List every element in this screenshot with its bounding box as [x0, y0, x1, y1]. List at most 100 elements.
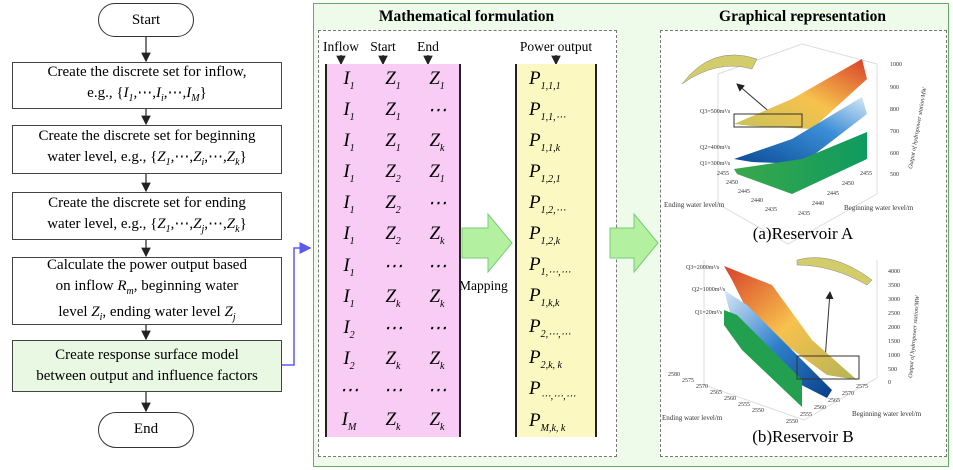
power-symbol: P2,⋯,⋯ — [529, 316, 571, 340]
subscript: k — [440, 298, 445, 310]
subscript: 1 — [349, 205, 355, 217]
q2-label-a: Q2=400m³/s — [700, 145, 731, 151]
text: Create the discrete set for ending — [48, 194, 246, 211]
variable: I — [123, 85, 129, 101]
variable: Z — [429, 223, 441, 245]
power-vector: P1,1,1 P1,1,⋯ P1,1,k P1,2,1 P1,2,⋯ P1,2,k P1,⋯… — [515, 64, 597, 437]
variable: Z — [385, 192, 396, 214]
power-cell: P1,1,⋯ — [529, 99, 595, 123]
variable: I — [343, 98, 350, 120]
power-cell: P⋯,⋯,⋯ — [529, 378, 595, 402]
variable: ⋯ — [339, 380, 359, 402]
end-terminal: End — [98, 412, 194, 448]
tick-label: 2560 — [814, 405, 826, 411]
subscript: 1 — [349, 142, 355, 154]
variable: ⋯ — [383, 255, 403, 277]
text: ,⋯, — [204, 149, 227, 165]
matrix-cell: ⋯ — [327, 379, 371, 402]
matrix-row: I1 Z2 Z1 — [327, 161, 459, 185]
text: ,⋯, — [133, 85, 157, 101]
text: ,⋯, — [170, 215, 194, 232]
power-cell: P1,k,k — [529, 285, 595, 309]
matrix-cell: ⋯ — [415, 192, 459, 216]
subscript: k — [396, 298, 401, 310]
subscript: 1,1,⋯ — [540, 111, 566, 123]
subscript: 2 — [349, 329, 355, 341]
tick-label: 2550 — [752, 408, 764, 414]
variable: P — [529, 316, 541, 338]
caption-b: (b)Reservoir B — [752, 427, 854, 446]
power-symbol: P1,⋯,⋯ — [529, 254, 571, 278]
flow-line: level Zi, ending water level Zj — [13, 302, 281, 328]
text: Create response surface model — [55, 347, 239, 363]
subscript: i — [99, 311, 103, 323]
matrix-cell: IM — [327, 409, 371, 433]
matrix-cell: Zk — [415, 348, 459, 372]
matrix-row: I1 Zk Zk — [327, 286, 459, 310]
flow-line: Calculate the power output based — [13, 255, 281, 276]
mapping-label: Mapping — [459, 278, 508, 293]
subscript: k — [235, 223, 240, 235]
zlabel-a: Output of hydropower station/MW — [907, 86, 928, 170]
tick-label: 2570 — [696, 384, 708, 390]
power-cell: P1,⋯,⋯ — [529, 254, 595, 278]
flow-line: Create response surface model — [13, 345, 281, 366]
math-symbol: Zk — [227, 216, 240, 235]
text: } — [239, 149, 247, 165]
variable: I — [343, 316, 350, 338]
tick-label: 2555 — [800, 412, 812, 418]
matrix-cell: ⋯ — [415, 379, 459, 402]
matrix-cell: I2 — [327, 317, 371, 341]
matrix-cell: I1 — [327, 223, 371, 247]
matrix-row: I2 ⋯ ⋯ — [327, 317, 459, 341]
subscript: M,k, k — [540, 422, 566, 434]
subscript: 1 — [349, 298, 355, 310]
tick-label: 600 — [890, 151, 899, 157]
variable: Z — [385, 161, 396, 183]
col-header-end: End — [417, 39, 439, 54]
subscript: 1 — [165, 157, 171, 168]
matrix-cell: Zk — [415, 130, 459, 154]
subscript: k — [440, 142, 445, 154]
matrix-row: ⋯ ⋯ ⋯ — [327, 379, 459, 402]
flow-line: Create the discrete set for inflow, — [13, 62, 281, 83]
q1-label-b: Q1=20m³/s — [695, 310, 723, 316]
surface-q3-b — [724, 266, 857, 380]
inset-surface-b — [796, 257, 873, 286]
variable: I — [343, 347, 350, 369]
matrix-cell: I1 — [327, 161, 371, 185]
power-cell: P1,2,1 — [529, 161, 595, 185]
variable: I — [186, 85, 192, 101]
matrix-cell: Z1 — [415, 161, 459, 185]
flow-line: water level, e.g., {Z1,⋯,Zj,⋯,Zk} — [13, 214, 281, 240]
matrix-cell: ⋯ — [415, 255, 459, 279]
matrix-cell: I1 — [327, 286, 371, 310]
subscript: 1 — [165, 223, 171, 235]
math-symbol: IM — [186, 85, 199, 104]
variable: I — [343, 192, 350, 214]
input-matrix: I1 Z1 Z1 I1 Z1 ⋯ I1 Z1 Zk I1 Z2 Z1 I1 Z2 ⋯ I1 Z2 Zk I1 ⋯ ⋯ I1… — [325, 64, 461, 437]
subscript: 1 — [395, 111, 401, 123]
variable: I — [341, 409, 348, 431]
tick-label: 2450 — [726, 180, 738, 186]
variable: P — [529, 223, 541, 245]
matrix-cell: I1 — [327, 255, 371, 279]
matrix-row: I1 Z1 Zk — [327, 130, 459, 154]
matrix-row: I1 ⋯ ⋯ — [327, 255, 459, 279]
tick-label: 2440 — [751, 198, 763, 204]
variable: Z — [385, 223, 396, 245]
tick-label: 2575 — [856, 384, 868, 390]
subscript: 1 — [349, 80, 355, 92]
q3-label-b: Q3=2000m³/s — [686, 265, 720, 271]
matrix-cell: I1 — [327, 192, 371, 216]
variable: Z — [385, 285, 397, 307]
mapping-arrow — [461, 212, 513, 274]
tick-label: 2580 — [668, 372, 680, 378]
power-cell: P1,1,1 — [529, 68, 595, 92]
power-cell: P2,⋯,⋯ — [529, 316, 595, 340]
subscript: 1,k,k — [540, 297, 560, 309]
subscript: 1 — [349, 236, 355, 248]
tick-label: 3500 — [888, 283, 900, 289]
variable: Z — [91, 303, 100, 320]
